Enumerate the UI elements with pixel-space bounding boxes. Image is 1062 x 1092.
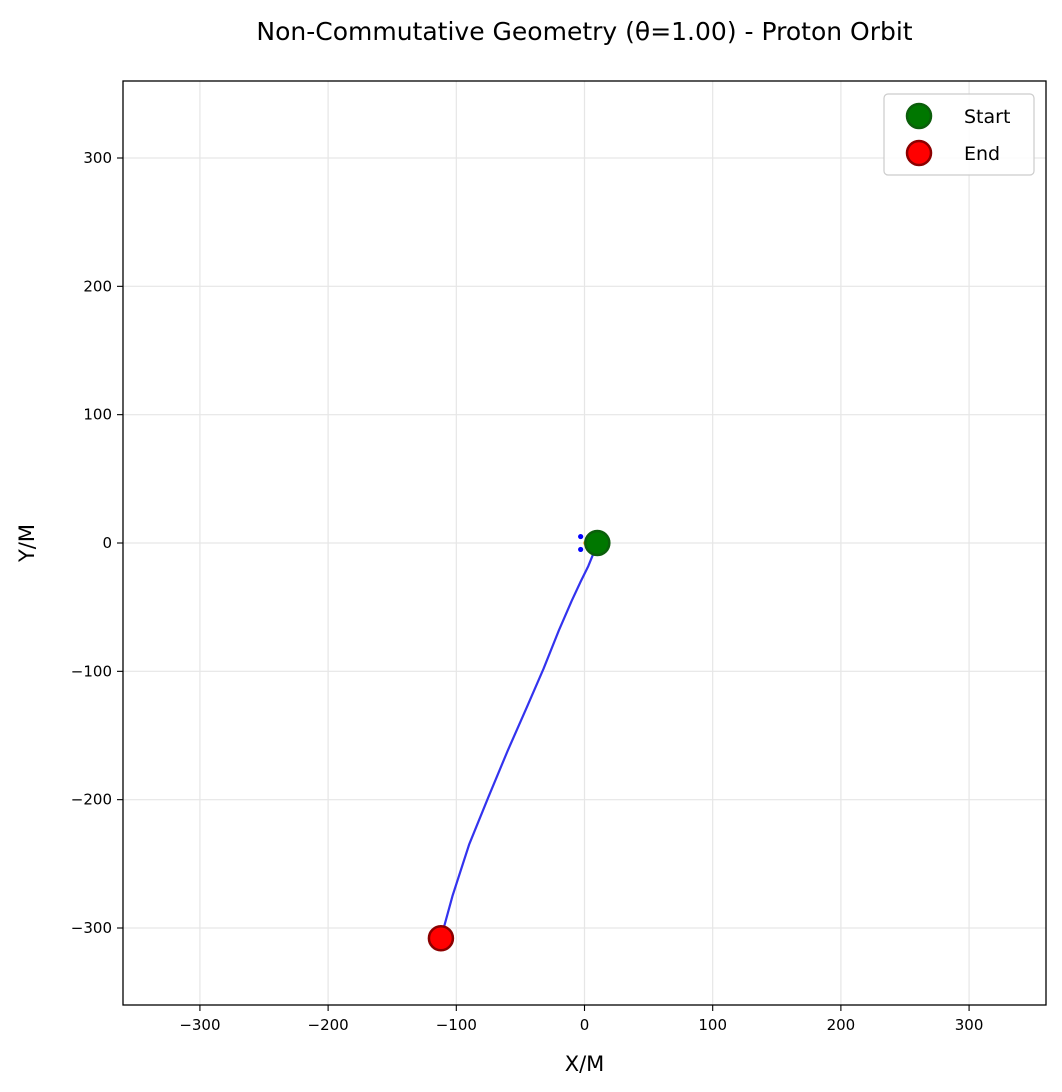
x-tick-label: −200 bbox=[308, 1016, 349, 1034]
y-tick-label: 300 bbox=[83, 149, 112, 167]
legend-box bbox=[883, 93, 1035, 176]
orbit-trajectory-line bbox=[439, 542, 599, 939]
end-marker bbox=[427, 925, 455, 952]
y-axis-label: Y/M bbox=[15, 524, 39, 563]
plot-series bbox=[427, 529, 611, 952]
x-tick-label: 300 bbox=[955, 1016, 984, 1034]
x-tick-label: 0 bbox=[580, 1016, 590, 1034]
x-tick-label: −300 bbox=[179, 1016, 220, 1034]
chart-title: Non-Commutative Geometry (θ=1.00) - Prot… bbox=[256, 17, 912, 46]
y-tick-label: −100 bbox=[71, 662, 112, 680]
orbit-detail-mark bbox=[578, 546, 584, 553]
y-tick-label: 100 bbox=[83, 406, 112, 424]
x-tick-label: −100 bbox=[436, 1016, 477, 1034]
legend: Start End bbox=[883, 93, 1035, 176]
y-tick-label: 200 bbox=[83, 277, 112, 295]
legend-start-swatch bbox=[905, 102, 933, 130]
start-marker bbox=[584, 529, 611, 557]
x-tick-label: 200 bbox=[827, 1016, 856, 1034]
x-axis-ticks: −300 −200 −100 0 100 200 300 bbox=[179, 1005, 983, 1034]
y-tick-label: 0 bbox=[102, 534, 112, 552]
orbit-detail-mark bbox=[578, 533, 584, 540]
legend-end-swatch bbox=[905, 139, 933, 167]
x-axis-label: X/M bbox=[565, 1052, 605, 1076]
x-tick-label: 100 bbox=[698, 1016, 727, 1034]
y-tick-label: −300 bbox=[71, 919, 112, 937]
y-axis-ticks: −300 −200 −100 0 100 200 300 bbox=[71, 149, 123, 937]
legend-end-label: End bbox=[964, 143, 1000, 165]
y-tick-label: −200 bbox=[71, 791, 112, 809]
legend-start-label: Start bbox=[964, 106, 1010, 128]
